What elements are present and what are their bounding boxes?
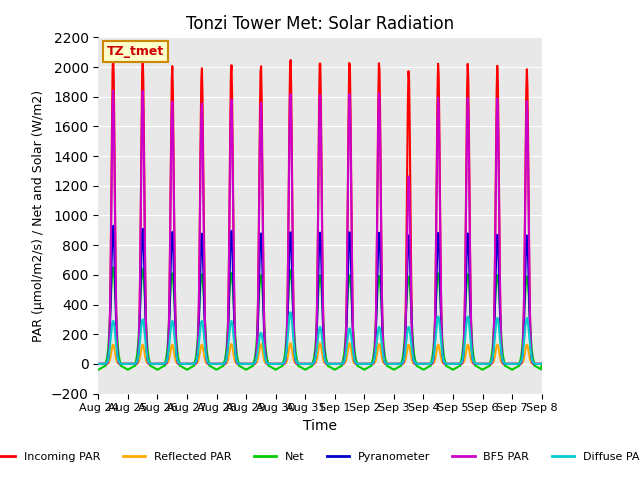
Pyranometer [102, 361, 110, 367]
Reflected PAR [95, 361, 102, 367]
Diffuse PAR [193, 356, 201, 361]
BF5 PAR [387, 361, 394, 367]
Diffuse PAR [387, 361, 394, 367]
BF5 PAR [538, 361, 545, 367]
Line: Incoming PAR: Incoming PAR [99, 52, 541, 364]
BF5 PAR [95, 361, 102, 367]
Net [374, 286, 381, 291]
Incoming PAR [194, 350, 202, 356]
Legend: Incoming PAR, Reflected PAR, Net, Pyranometer, BF5 PAR, Diffuse PAR: Incoming PAR, Reflected PAR, Net, Pyrano… [0, 447, 640, 467]
Reflected PAR [216, 361, 224, 367]
Incoming PAR [148, 361, 156, 367]
Pyranometer [387, 361, 394, 367]
Diffuse PAR [95, 361, 102, 367]
Incoming PAR [109, 49, 117, 55]
Incoming PAR [95, 361, 102, 367]
Reflected PAR [346, 340, 353, 346]
Diffuse PAR [102, 360, 110, 366]
Y-axis label: PAR (μmol/m2/s) / Net and Solar (W/m2): PAR (μmol/m2/s) / Net and Solar (W/m2) [32, 89, 45, 342]
Reflected PAR [193, 360, 201, 366]
BF5 PAR [217, 361, 225, 367]
Incoming PAR [374, 158, 381, 164]
Net [538, 361, 545, 367]
Diffuse PAR [148, 361, 156, 367]
Incoming PAR [217, 361, 225, 367]
Diffuse PAR [216, 361, 224, 367]
Pyranometer [538, 361, 545, 367]
Reflected PAR [538, 361, 545, 367]
Title: Tonzi Tower Met: Solar Radiation: Tonzi Tower Met: Solar Radiation [186, 15, 454, 33]
Incoming PAR [102, 361, 110, 367]
Diffuse PAR [538, 361, 545, 367]
Net [217, 364, 225, 370]
Reflected PAR [374, 347, 381, 352]
BF5 PAR [148, 361, 156, 367]
Reflected PAR [148, 361, 156, 367]
X-axis label: Time: Time [303, 419, 337, 433]
Line: Pyranometer: Pyranometer [99, 226, 541, 364]
Net [102, 358, 110, 364]
Incoming PAR [538, 361, 545, 367]
Text: TZ_tmet: TZ_tmet [108, 45, 164, 58]
Diffuse PAR [287, 310, 294, 315]
Pyranometer [148, 361, 156, 367]
Line: Diffuse PAR: Diffuse PAR [99, 312, 541, 364]
Pyranometer [95, 361, 102, 367]
Line: BF5 PAR: BF5 PAR [99, 91, 541, 364]
BF5 PAR [374, 172, 381, 178]
Net [95, 367, 102, 372]
BF5 PAR [194, 348, 202, 354]
Pyranometer [217, 361, 225, 367]
Pyranometer [194, 348, 202, 354]
Incoming PAR [387, 361, 394, 367]
Pyranometer [109, 223, 117, 229]
Net [148, 364, 156, 370]
BF5 PAR [109, 88, 117, 94]
Net [194, 336, 202, 342]
Line: Reflected PAR: Reflected PAR [99, 343, 541, 364]
Reflected PAR [102, 361, 110, 367]
Reflected PAR [387, 361, 394, 367]
Diffuse PAR [374, 330, 381, 336]
BF5 PAR [102, 361, 110, 367]
Net [387, 365, 394, 371]
Line: Net: Net [99, 267, 541, 370]
Pyranometer [374, 262, 381, 268]
Net [109, 264, 117, 270]
